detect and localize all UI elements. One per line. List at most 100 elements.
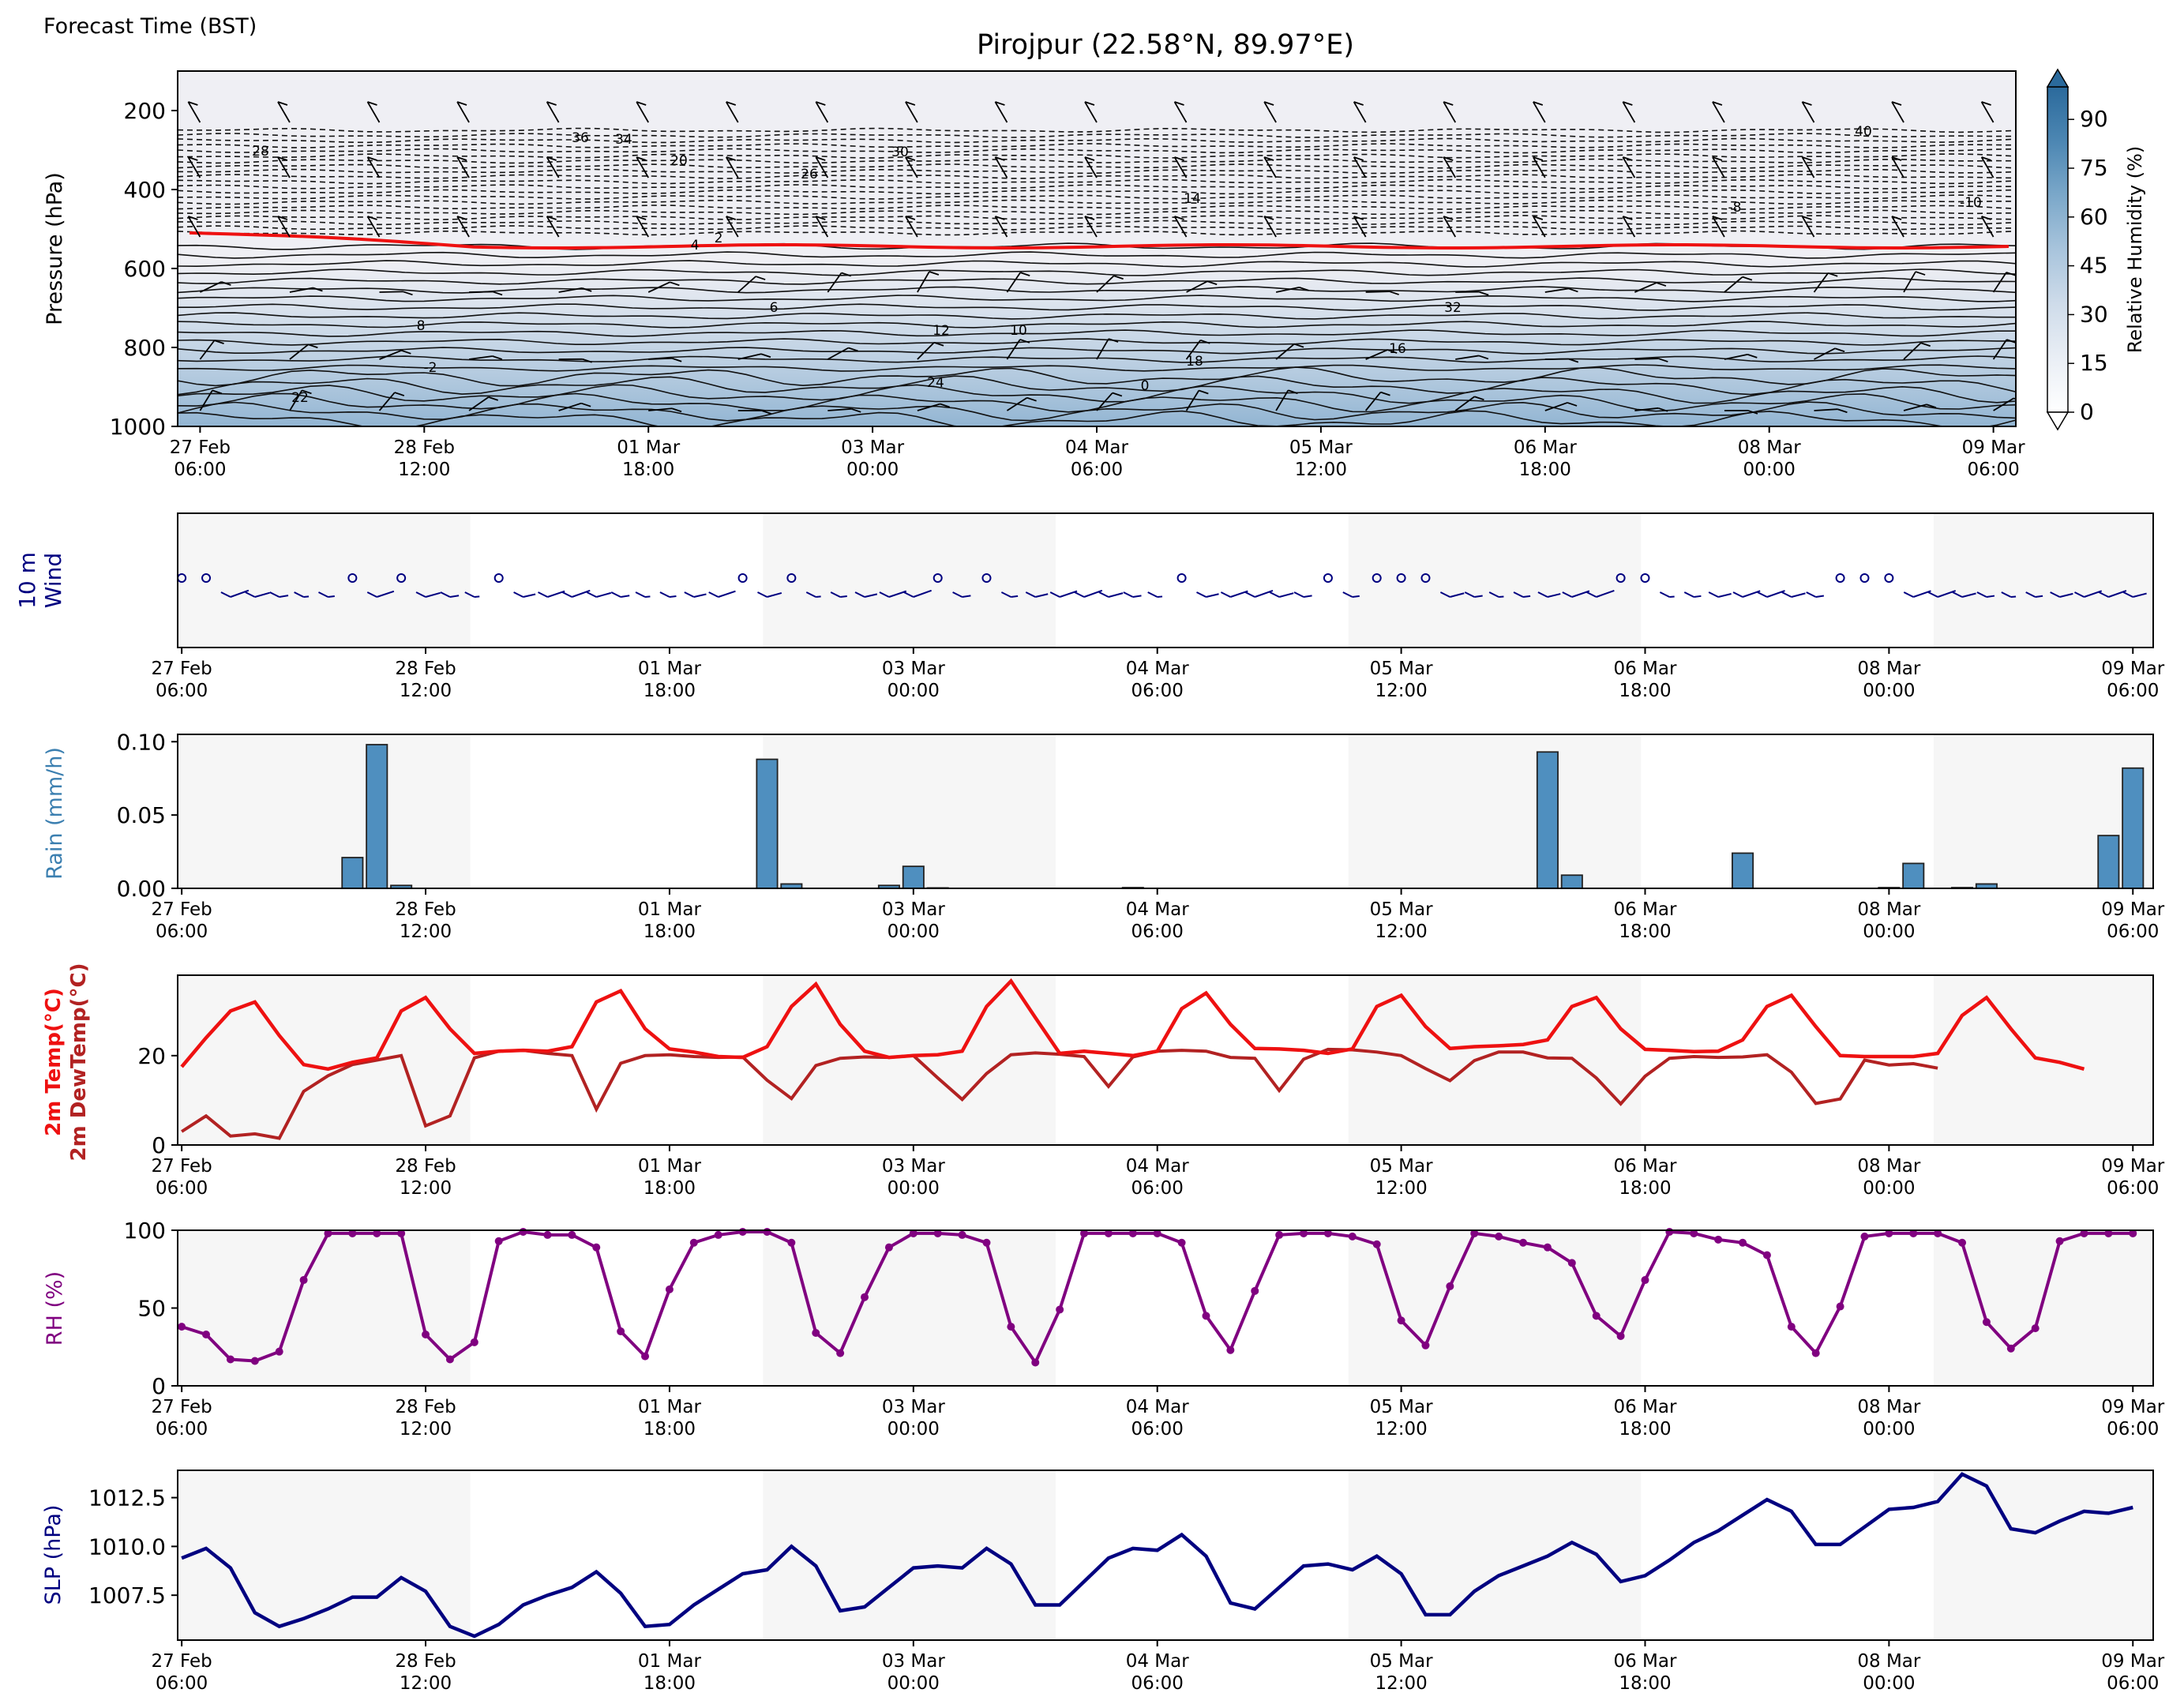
barb-staff [1365, 291, 1390, 293]
barb-staff [725, 101, 739, 123]
barb-flag [1568, 358, 1579, 363]
barb-staff [827, 407, 852, 411]
barb-staff [815, 101, 829, 123]
barb-flag [816, 101, 826, 106]
rain-bar [902, 865, 925, 889]
barb-staff [277, 101, 291, 123]
wind-barb-staff [1450, 592, 1465, 598]
barb-flag [1658, 358, 1668, 362]
wind-barb-flag [2001, 591, 2012, 598]
barb-staff [905, 216, 918, 238]
rh-point [1836, 1302, 1844, 1311]
barb-flag [726, 156, 737, 161]
barb-staff [1173, 101, 1188, 123]
wind-barb-staff [1303, 595, 1312, 598]
barb-flag [761, 410, 772, 415]
contour-label: -8 [1728, 200, 1742, 216]
wind-barb-flag [294, 591, 305, 598]
rh-point [836, 1349, 845, 1357]
wind-barb-flag [1781, 591, 1792, 598]
barb-flag [212, 389, 223, 395]
barb-flag [277, 156, 288, 161]
wind-barb-staff [1815, 595, 1825, 598]
barb-flag [755, 276, 766, 280]
x-tick-date: 08 Mar [1857, 899, 1921, 920]
y-tick-label: 0.05 [117, 802, 166, 828]
calm-circle [1372, 573, 1382, 583]
wind-barb-staff [595, 591, 612, 598]
shade-band [1934, 514, 2152, 647]
x-tick-date: 28 Feb [395, 1156, 456, 1177]
wind-barb-flag [415, 591, 426, 598]
barb-flag [546, 216, 557, 220]
wind-barb-staff [620, 595, 630, 598]
barb-staff [1084, 216, 1098, 238]
barb-staff [905, 156, 918, 178]
barb-staff [648, 407, 673, 411]
barb-staff [1980, 101, 1995, 123]
calm-circle [347, 573, 358, 583]
contour-label: 40 [1855, 124, 1872, 140]
barb-flag [456, 101, 467, 106]
x-tick-date: 04 Mar [1065, 437, 1129, 458]
cb-tick-label: 90 [2080, 106, 2108, 132]
solid-contour [178, 268, 2016, 276]
barb-staff [1275, 287, 1300, 293]
barb-flag [816, 216, 826, 220]
wind-barb-staff [718, 590, 736, 598]
rh-point [1616, 1331, 1625, 1340]
rain-bar [341, 857, 364, 889]
rh-point [1885, 1229, 1893, 1237]
barb-flag [670, 281, 680, 287]
x-tick-date: 03 Mar [882, 1397, 946, 1417]
barb-flag [1981, 101, 1991, 106]
barb-flag [671, 407, 682, 413]
barb-staff [366, 156, 381, 178]
barb-staff [1084, 101, 1098, 123]
barb-staff [1443, 156, 1457, 178]
barb-staff [815, 156, 829, 178]
x-tick-time: 00:00 [1863, 1419, 1915, 1440]
barb-flag [394, 392, 405, 396]
rain-bar [1902, 862, 1925, 889]
barb-staff [1980, 156, 1995, 178]
rh-point [1690, 1229, 1698, 1237]
shade-band [1934, 735, 2152, 888]
barb-staff [1814, 408, 1838, 411]
wind-barb-staff [1912, 590, 1931, 598]
barb-staff [289, 389, 303, 411]
barb-staff [277, 156, 291, 178]
wind-barb-staff [572, 589, 591, 598]
x-tick-date: 04 Mar [1126, 1651, 1190, 1672]
barb-staff [1622, 156, 1636, 178]
rain-bars [341, 744, 2145, 889]
wind-barb-flag [1293, 591, 1304, 598]
barb-staff [366, 101, 381, 123]
barb-staff [636, 216, 649, 238]
barb-staff [1096, 338, 1109, 360]
wind-barb-staff [1669, 595, 1675, 598]
barb-staff [725, 216, 739, 238]
wind-barb-staff [425, 591, 441, 598]
x-tick-time: 12:00 [400, 1419, 452, 1440]
barb-staff [1891, 156, 1904, 178]
wind-barb-flag [2050, 591, 2061, 598]
barb-flag [848, 347, 858, 352]
wind-barb-staff [328, 595, 335, 598]
solid-contour [178, 321, 2016, 328]
wind-barb-flag [1513, 591, 1524, 598]
barb-flag [1112, 392, 1123, 397]
rh-point [2104, 1229, 2113, 1237]
x-tick-time: 00:00 [1743, 460, 1796, 480]
freezing-level-line [189, 231, 2010, 250]
barb-staff [1096, 392, 1113, 411]
barb-staff [378, 392, 396, 411]
x-tick-date: 08 Mar [1857, 1397, 1921, 1417]
rh-point [592, 1243, 601, 1252]
x-tick-date: 03 Mar [882, 659, 946, 679]
barb-staff [917, 271, 930, 293]
rh-point [641, 1352, 650, 1361]
rh-point [1202, 1312, 1210, 1320]
barb-staff [1622, 216, 1636, 238]
